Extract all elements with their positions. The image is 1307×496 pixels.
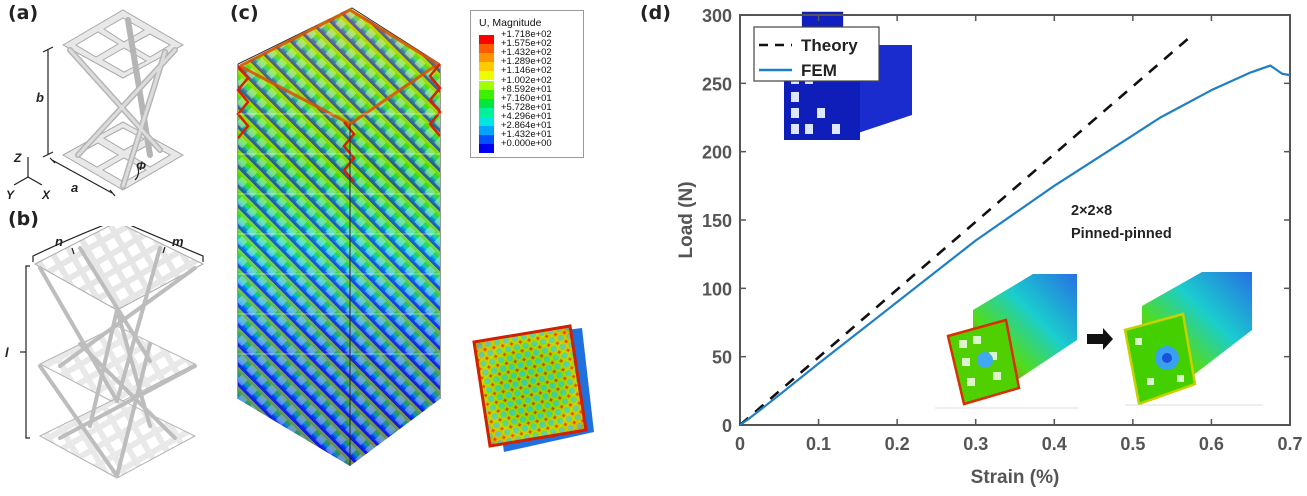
legend-value: +1.002e+02 [501,74,552,86]
legend-value: +0.000e+00 [501,138,552,150]
legend-entry: +1.289e+02 [477,56,577,72]
legend-swatch [479,44,494,54]
y-tick-label: 300 [702,6,732,26]
lattice-assembly-diagram: n m l [5,226,205,479]
legend-entry: +7.160e+01 [477,93,577,108]
x-tick-label: 0.6 [1199,434,1224,454]
deformed-inset-1 [935,274,1079,409]
y-tick-label: 100 [702,279,732,299]
legend-swatch [479,35,494,44]
axis-x-label: X [41,188,51,202]
panel-d-label: (d) [640,2,671,24]
dim-n-label: n [55,234,63,249]
legend-swatch [479,144,494,154]
legend-entry: +0.000e+00 [477,138,577,154]
legend-swatch [479,71,494,81]
legend-entry: +1.575e+02 [477,38,577,54]
x-tick-label: 0.5 [1120,434,1145,454]
x-tick-label: 0.7 [1277,434,1302,454]
legend-swatch [479,98,494,108]
dim-a-label: a [71,180,78,195]
legend-value: +1.146e+02 [501,65,552,77]
y-tick-label: 150 [702,211,732,231]
arrow-icon [1087,328,1113,350]
series-line-fem [739,64,1291,426]
legend-label-fem: FEM [801,61,837,80]
unit-cell-diagram: b a Φ Z Y X [6,9,185,202]
legend-entry: +2.864e+01 [477,120,577,135]
x-tick-label: 0.2 [885,434,910,454]
legend-entry: +1.718e+02 [477,29,577,44]
dim-m-label: m [172,234,184,249]
x-tick-label: 0.1 [806,434,831,454]
legend-entry: +4.296e+01 [477,111,577,126]
chart-legend: Theory FEM [753,26,880,82]
dim-l-label: l [5,345,9,360]
legend-value: +8.592e+01 [501,83,552,95]
legend-swatch [479,89,494,99]
legend-title: U, Magnitude [479,17,542,29]
load-strain-chart: 0 0.1 0.2 0.3 0.4 0.5 0.6 0.7 0 50 100 150 200 250 300… [676,6,1303,488]
legend-swatch [479,80,494,90]
contour-legend: U, Magnitude +1.718e+02 +1.575e+02 +1.432e… [470,10,584,158]
legend-label-theory: Theory [801,36,858,55]
dim-phi-label: Φ [136,159,146,173]
legend-value: +1.432e+02 [501,47,552,59]
axis-z-label: Z [13,151,22,165]
legend-value: +1.718e+02 [501,29,552,40]
legend-value: +7.160e+01 [501,92,552,104]
panel-a-label: (a) [8,2,39,24]
legend-swatch [479,135,494,145]
legend-swatch [479,107,494,117]
fem-column-contour [236,7,442,466]
legend-frame [753,26,880,82]
y-tick-label: 0 [722,416,732,436]
legend-swatch [479,116,494,126]
panel-c-label: (c) [230,2,259,24]
legend-entry: +1.002e+02 [477,75,577,90]
legend-value: +1.289e+02 [501,56,552,68]
legend-entry: +1.432e+01 [477,129,577,145]
legend-entry: +5.728e+01 [477,102,577,117]
legend-entry: +1.146e+02 [477,65,577,81]
x-axis-label: Strain (%) [971,467,1060,488]
legend-value: +1.575e+02 [501,38,552,50]
legend-swatch [479,62,494,72]
y-tick-label: 250 [702,74,732,94]
y-tick-label: 50 [712,348,732,368]
deformed-inset-2 [1123,272,1263,406]
fem-cross-section [472,324,594,452]
legend-value: +2.864e+01 [501,120,552,131]
y-tick-label: 200 [702,143,732,163]
legend-value: +1.432e+01 [501,129,552,141]
y-axis-label: Load (N) [676,181,697,258]
legend-swatch [479,53,494,63]
legend-swatch [479,126,494,135]
annotation-boundary: Pinned-pinned [1071,226,1172,242]
annotation-config: 2×2×8 [1071,203,1112,219]
dim-b-label: b [36,90,44,105]
x-tick-label: 0.3 [963,434,988,454]
legend-entry: +8.592e+01 [477,84,577,99]
panel-b-label: (b) [8,208,39,230]
axis-y-label: Y [6,188,15,202]
legend-value: +4.296e+01 [501,110,552,122]
x-tick-label: 0 [735,434,745,454]
legend-entry: +1.432e+02 [477,47,577,63]
legend-value: +5.728e+01 [501,101,552,113]
x-tick-label: 0.4 [1042,434,1067,454]
